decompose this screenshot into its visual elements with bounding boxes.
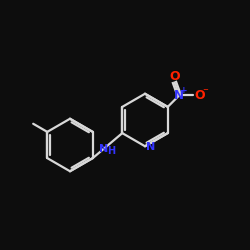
Text: N: N	[146, 142, 155, 152]
Text: N: N	[99, 144, 108, 154]
Text: ⁻: ⁻	[202, 88, 208, 98]
Text: +: +	[180, 86, 188, 96]
Text: H: H	[107, 146, 115, 156]
Text: O: O	[169, 70, 180, 84]
Text: N: N	[174, 89, 184, 102]
Text: O: O	[195, 89, 205, 102]
